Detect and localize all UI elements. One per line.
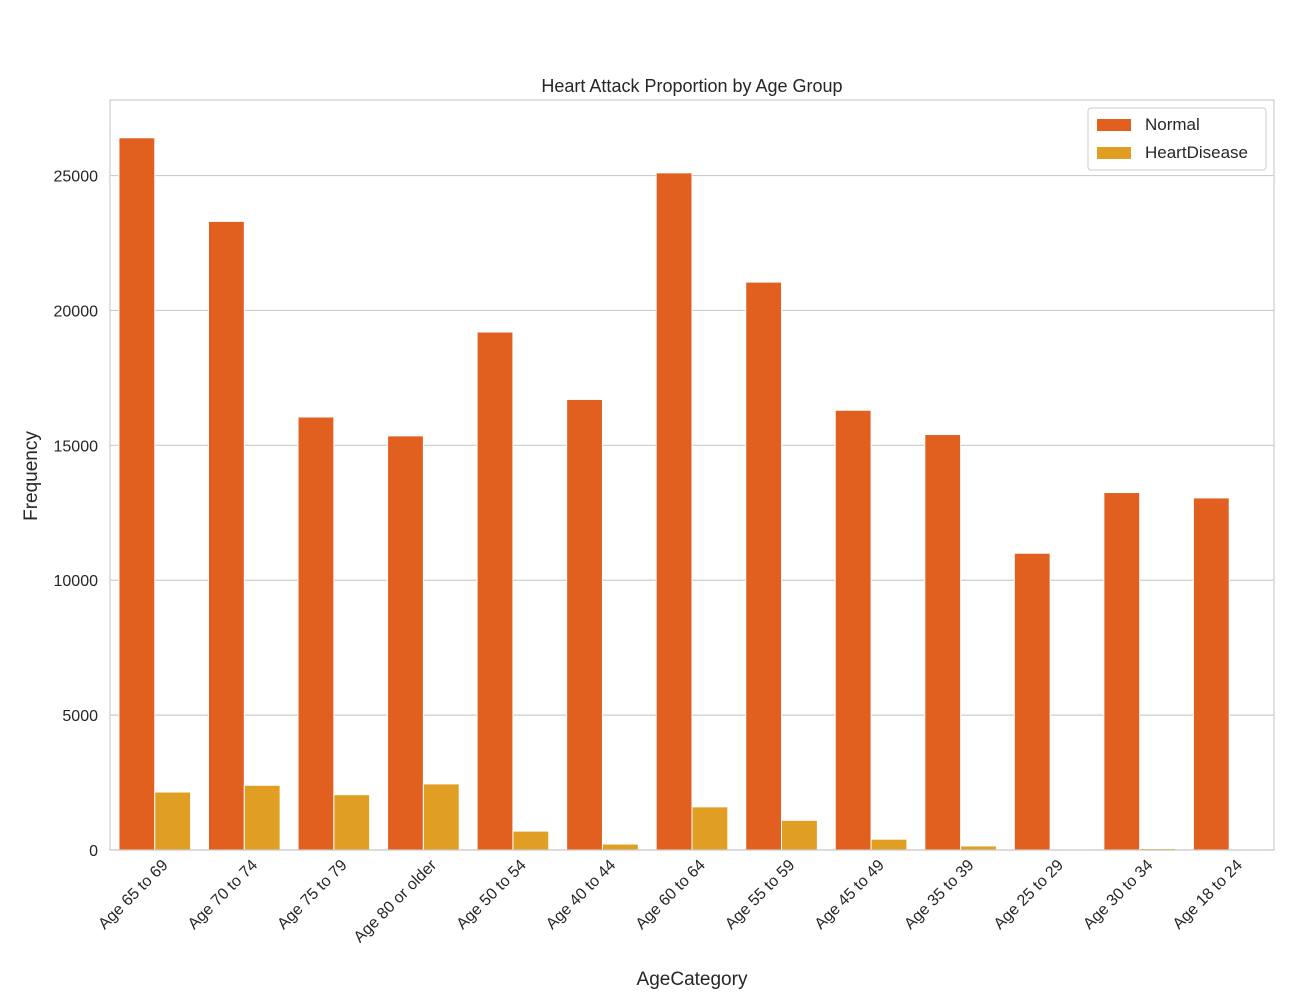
bar-normal-8	[834, 409, 872, 851]
bar-normal-5	[566, 398, 603, 851]
bar-normal-10	[1013, 552, 1051, 851]
bar-heartdisease-1	[243, 784, 281, 851]
bar-normal-11	[1103, 492, 1141, 851]
bar-normal-2	[297, 416, 335, 851]
bar-normal-7	[745, 281, 783, 851]
legend-swatch-normal	[1097, 119, 1131, 131]
bar-normal-4	[476, 331, 514, 851]
legend-label-heartdisease: HeartDisease	[1145, 143, 1248, 162]
bar-normal-3	[387, 435, 424, 851]
y-axis-label: Frequency	[21, 431, 42, 521]
bar-normal-0	[118, 137, 156, 851]
y-tick-label: 20000	[54, 303, 99, 320]
plot-frame	[109, 99, 1275, 851]
y-tick-label: 10000	[54, 573, 99, 590]
y-tick-label: 5000	[62, 708, 98, 725]
legend-label-normal: Normal	[1145, 115, 1200, 134]
bar-heartdisease-4	[512, 830, 550, 851]
legend-box	[1087, 107, 1267, 171]
y-tick-label: 0	[89, 843, 98, 860]
bar-heartdisease-3	[422, 783, 460, 851]
bar-normal-9	[924, 434, 962, 851]
chart-title: Heart Attack Proportion by Age Group	[541, 76, 842, 96]
bar-normal-1	[207, 220, 245, 851]
bar-heartdisease-7	[781, 819, 818, 851]
bar-heartdisease-9	[960, 845, 997, 851]
bars	[118, 137, 1266, 851]
bar-normal-12	[1192, 497, 1230, 851]
legend: Normal HeartDisease	[1087, 107, 1267, 171]
bar-heartdisease-0	[154, 791, 192, 851]
x-axis-label: AgeCategory	[637, 969, 748, 990]
bar-heartdisease-8	[870, 838, 908, 851]
y-tick-labels: 0 5000 10000 15000 20000 25000	[54, 169, 99, 860]
bar-heartdisease-2	[333, 794, 371, 851]
bar-normal-6	[655, 172, 693, 851]
legend-swatch-heartdisease	[1097, 147, 1131, 159]
bar-heartdisease-6	[691, 806, 729, 851]
y-tick-label: 25000	[54, 169, 99, 186]
bar-heartdisease-5	[601, 843, 639, 851]
y-tick-label: 15000	[54, 438, 99, 455]
